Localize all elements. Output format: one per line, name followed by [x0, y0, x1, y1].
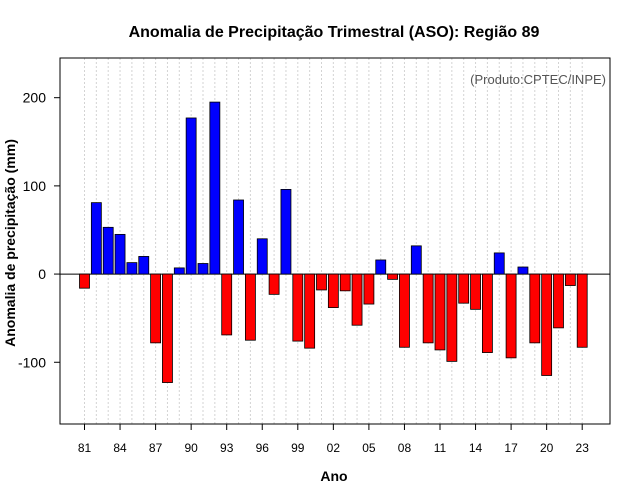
bar-2011: [434, 273, 446, 351]
bar-1997: [268, 273, 280, 295]
bar-2022: [564, 273, 576, 286]
bar-1992: [209, 101, 221, 275]
x-axis-label: Ano: [320, 468, 347, 484]
x-tick-label: 02: [327, 441, 341, 455]
bar-2018: [517, 266, 529, 275]
bar-1990: [185, 117, 197, 275]
bar-2023: [576, 273, 588, 348]
y-tick-label: 0: [38, 266, 46, 282]
x-tick-label: 05: [362, 441, 376, 455]
x-tick-label: 96: [256, 441, 270, 455]
bar-1994: [233, 199, 244, 275]
bar-2016: [493, 252, 505, 275]
bar-1986: [138, 256, 150, 275]
y-axis: -100 0 100 200: [18, 90, 60, 370]
bar-1988: [162, 273, 173, 383]
bar-1995: [244, 273, 256, 341]
credit-text: (Produto:CPTEC/INPE): [470, 72, 606, 87]
bar-1998: [280, 189, 292, 275]
bar-2004: [351, 273, 363, 326]
bar-2019: [529, 273, 541, 344]
bars: [79, 101, 588, 383]
bar-1982: [90, 202, 102, 275]
bar-1981: [79, 273, 90, 289]
bar-1984: [114, 233, 126, 275]
x-tick-label: 17: [504, 441, 518, 455]
x-tick-label: 93: [220, 441, 234, 455]
y-tick-label: 200: [23, 90, 47, 106]
bar-2017: [505, 273, 517, 359]
y-tick-label: -100: [18, 354, 46, 370]
bar-2020: [541, 273, 553, 376]
x-tick-label: 23: [576, 441, 590, 455]
bar-2015: [481, 273, 493, 353]
y-tick-label: 100: [23, 178, 47, 194]
vertical-gridlines: [84, 58, 583, 424]
bar-1996: [256, 238, 268, 275]
bar-2003: [339, 273, 351, 292]
x-tick-label: 84: [113, 441, 127, 455]
x-tick-label: 11: [434, 441, 447, 455]
bar-2005: [363, 273, 375, 305]
x-tick-label: 08: [398, 441, 412, 455]
bar-1989: [173, 267, 185, 275]
y-axis-label: Anomalia de precipitação (mm): [2, 139, 18, 347]
bar-2002: [327, 273, 339, 308]
bar-2021: [553, 273, 564, 329]
bar-2007: [387, 273, 399, 280]
chart-title: Anomalia de Precipitação Trimestral (ASO…: [129, 24, 540, 41]
plot-frame: [59, 57, 611, 425]
bar-1991: [197, 263, 209, 275]
x-tick-label: 20: [540, 441, 554, 455]
bar-1983: [102, 226, 114, 275]
bar-1985: [126, 262, 138, 275]
bar-2006: [375, 259, 387, 275]
bar-1999: [292, 273, 304, 342]
bar-1993: [221, 273, 233, 336]
bar-2001: [316, 273, 327, 291]
bar-2010: [422, 273, 434, 344]
x-tick-label: 87: [149, 441, 163, 455]
bar-2008: [399, 273, 410, 348]
x-tick-label: 99: [291, 441, 305, 455]
bar-2014: [470, 273, 481, 310]
x-tick-label: 90: [184, 441, 198, 455]
bar-2000: [304, 273, 316, 349]
x-axis: 81 84 87 90 93 96 99 02 05 08 11 14 17 20 23: [78, 424, 589, 455]
x-tick-label: 81: [78, 441, 92, 455]
bar-2012: [446, 273, 458, 362]
bar-2013: [458, 273, 470, 304]
x-tick-label: 14: [469, 441, 483, 455]
bar-1987: [150, 273, 162, 344]
bar-2009: [410, 245, 422, 275]
